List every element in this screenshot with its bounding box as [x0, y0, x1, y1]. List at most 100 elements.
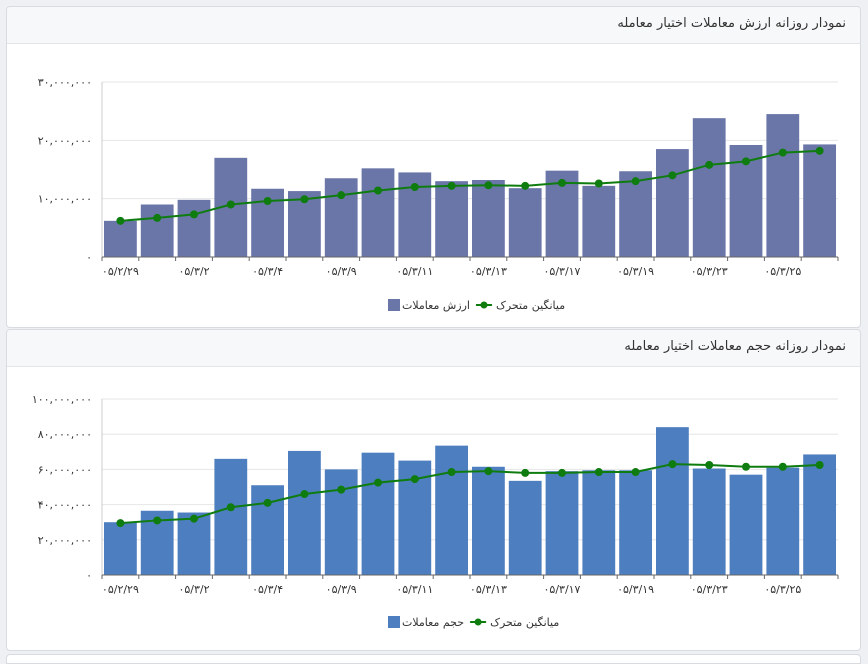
moving-average-point [190, 210, 198, 219]
bar [472, 466, 505, 575]
y-tick-label: ۱۰,۰۰۰,۰۰۰ [38, 193, 92, 206]
moving-average-point [447, 468, 456, 477]
legend-bar-label: حجم معاملات [402, 616, 464, 629]
moving-average-point [705, 461, 714, 469]
bar [729, 474, 763, 575]
bar [104, 522, 137, 575]
y-tick-label: ۲۰,۰۰۰,۰۰۰ [38, 134, 92, 147]
moving-average-point [190, 514, 198, 523]
x-tick-label: ۰۵/۲/۲۹ [102, 265, 139, 278]
x-tick-label: ۰۵/۳/۹ [326, 265, 357, 278]
value-chart-header: نمودار روزانه ارزش معاملات اختیار معامله [7, 7, 860, 44]
moving-average-point [631, 177, 640, 186]
bar [656, 427, 689, 575]
moving-average-point [594, 468, 603, 477]
y-tick-label: ۳۰,۰۰۰,۰۰۰ [38, 76, 92, 89]
bar [582, 470, 616, 575]
bar [435, 445, 468, 575]
y-tick-label: ۶۰,۰۰۰,۰۰۰ [38, 463, 92, 476]
legend-line-label: میانگین متحرک [496, 299, 565, 312]
next-panel-edge [6, 654, 861, 664]
moving-average-point [558, 178, 566, 187]
bar [508, 480, 542, 575]
bar [324, 178, 358, 257]
bar [766, 467, 800, 575]
moving-average-point [263, 197, 272, 205]
moving-average-point [263, 498, 272, 507]
x-tick-label: ۰۵/۳/۱۹ [617, 583, 654, 596]
y-tick-label: ۱۰۰,۰۰۰,۰۰۰ [32, 393, 92, 406]
volume-chart-header: نمودار روزانه حجم معاملات اختیار معامله [7, 330, 860, 367]
moving-average-point [300, 195, 309, 204]
moving-average-point [484, 467, 493, 476]
bar [692, 468, 726, 575]
moving-average-point [521, 468, 530, 477]
moving-average-point [447, 181, 456, 190]
bar [177, 512, 211, 575]
value-chart-title: نمودار روزانه ارزش معاملات اختیار معامله [617, 16, 846, 31]
moving-average-point [778, 462, 787, 471]
moving-average-line [120, 463, 820, 525]
x-tick-label: ۰۵/۳/۱۳ [470, 265, 507, 278]
legend-line-marker [474, 618, 482, 626]
bar [803, 144, 836, 257]
bar [582, 185, 616, 257]
x-tick-label: ۰۵/۳/۲ [178, 583, 209, 596]
moving-average-point [742, 462, 750, 471]
moving-average-point [410, 475, 419, 484]
moving-average-point [337, 485, 346, 494]
bar [766, 114, 800, 257]
x-tick-label: ۰۵/۲/۲۹ [102, 583, 139, 596]
moving-average-point [705, 160, 714, 169]
legend-bar-swatch [388, 616, 400, 628]
y-tick-label: ۲۰,۰۰۰,۰۰۰ [38, 534, 92, 547]
x-tick-label: ۰۵/۳/۲۵ [764, 583, 801, 596]
bar [361, 452, 395, 575]
moving-average-point [484, 181, 493, 190]
legend-line-marker [480, 301, 488, 309]
volume-chart-title: نمودار روزانه حجم معاملات اختیار معامله [624, 339, 846, 354]
x-tick-label: ۰۵/۳/۱۷ [544, 583, 581, 596]
moving-average-point [594, 179, 603, 188]
legend: ارزش معاملات میانگین متحرک [388, 299, 565, 312]
bar [361, 168, 395, 257]
volume-chart-panel: نمودار روزانه حجم معاملات اختیار معامله … [6, 329, 861, 651]
x-tick-label: ۰۵/۳/۲۳ [691, 265, 728, 278]
moving-average-point [374, 478, 382, 487]
x-tick-label: ۰۵/۳/۱۹ [617, 265, 654, 278]
x-tick-label: ۰۵/۳/۲ [178, 265, 209, 278]
moving-average-point [668, 171, 677, 180]
x-tick-label: ۰۵/۳/۱۷ [544, 265, 581, 278]
moving-average-point [558, 468, 566, 477]
x-tick-label: ۰۵/۳/۲۵ [764, 265, 801, 278]
moving-average-point [668, 460, 677, 469]
bar [324, 469, 358, 575]
bar [472, 180, 505, 257]
moving-average-point [778, 148, 787, 157]
x-tick-label: ۰۵/۳/۲۳ [691, 583, 728, 596]
bar [288, 450, 321, 575]
value-chart: ۰ ۱۰,۰۰۰,۰۰۰ ۲۰,۰۰۰,۰۰۰ ۳۰,۰۰۰,۰۰۰ ۰۵/۲/۲۹ ۰۵… [38, 76, 839, 312]
moving-average-line [120, 149, 820, 222]
moving-average-point [153, 213, 162, 222]
moving-average-point [374, 186, 382, 195]
moving-average-point [226, 503, 235, 512]
moving-average-point [116, 519, 125, 528]
bar [656, 149, 689, 257]
volume-chart: ۰ ۲۰,۰۰۰,۰۰۰ ۴۰,۰۰۰,۰۰۰ ۶۰,۰۰۰,۰۰۰ ۸۰,۰۰۰,۰۰… [32, 393, 839, 629]
moving-average-point [300, 490, 309, 499]
moving-average-point [116, 216, 125, 225]
value-chart-panel: نمودار روزانه ارزش معاملات اختیار معامله… [6, 6, 861, 328]
bar [692, 118, 726, 258]
moving-average-point [226, 200, 235, 209]
bar [104, 220, 137, 257]
x-tick-label: ۰۵/۳/۱۱ [396, 583, 433, 596]
bar [140, 204, 174, 257]
y-tick-label: ۰ [86, 251, 92, 264]
moving-average-point [815, 146, 824, 155]
y-tick-label: ۰ [86, 569, 92, 582]
y-tick-label: ۸۰,۰۰۰,۰۰۰ [38, 428, 92, 441]
moving-average-point [521, 181, 530, 190]
bar [251, 485, 284, 575]
moving-average-point [337, 191, 346, 200]
